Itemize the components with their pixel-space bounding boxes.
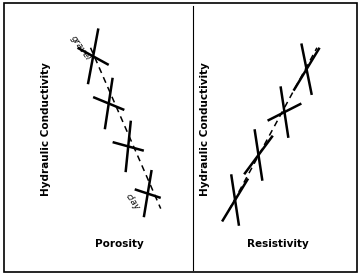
Y-axis label: Hydraulic Conductivity: Hydraulic Conductivity	[200, 62, 210, 196]
X-axis label: Porosity: Porosity	[95, 239, 144, 249]
Text: gravel: gravel	[68, 34, 92, 62]
Y-axis label: Hydraulic Conductivity: Hydraulic Conductivity	[42, 62, 51, 196]
X-axis label: Resistivity: Resistivity	[247, 239, 309, 249]
Text: clay: clay	[123, 192, 141, 212]
